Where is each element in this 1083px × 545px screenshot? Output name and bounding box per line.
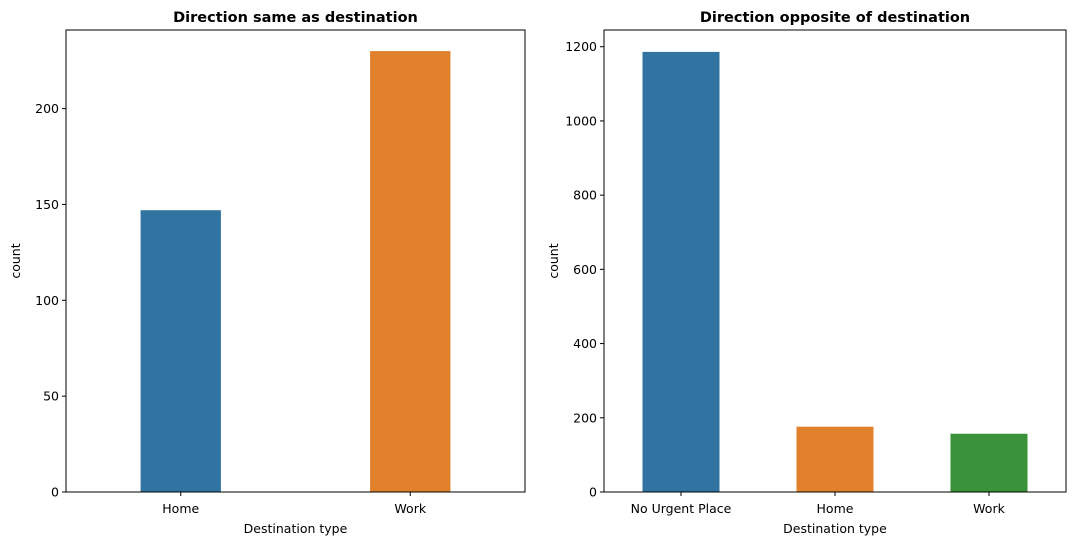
y-ticks: 0 200 400 600 800 1000 1200 xyxy=(565,39,604,500)
y-axis-label: count xyxy=(8,243,23,278)
bar-work xyxy=(950,433,1028,492)
plot-frame xyxy=(65,29,526,493)
y-tick-label: 600 xyxy=(573,262,597,277)
x-tick-label: Work xyxy=(394,501,426,516)
x-axis-label: Destination type xyxy=(244,521,348,536)
bar-home xyxy=(796,426,874,492)
y-tick-label: 1000 xyxy=(565,113,597,128)
y-tick-label: 0 xyxy=(589,485,597,500)
chart-title: Direction same as destination xyxy=(173,10,418,26)
bar-work xyxy=(370,51,451,493)
chart-title: Direction opposite of destination xyxy=(700,10,970,26)
x-axis-label: Destination type xyxy=(783,521,887,536)
y-axis-label: count xyxy=(546,243,561,278)
x-ticks: Home Work xyxy=(162,492,427,516)
x-tick-label: Home xyxy=(162,501,199,516)
y-tick-label: 150 xyxy=(35,197,59,212)
x-tick-label: Work xyxy=(973,501,1005,516)
x-tick-label: Home xyxy=(817,501,854,516)
y-tick-label: 400 xyxy=(573,336,597,351)
bars xyxy=(140,51,451,493)
y-tick-label: 0 xyxy=(51,485,59,500)
bar-no-urgent-place xyxy=(642,51,720,492)
y-tick-label: 100 xyxy=(35,293,59,308)
bar-home xyxy=(140,210,221,493)
chart-direction-same: Direction same as destination Destinatio… xyxy=(8,10,526,536)
bars xyxy=(642,51,1028,492)
y-tick-label: 800 xyxy=(573,188,597,203)
chart-direction-opposite: Direction opposite of destination Destin… xyxy=(546,10,1067,536)
y-tick-label: 50 xyxy=(43,389,59,404)
y-ticks: 0 50 100 150 200 xyxy=(35,101,66,500)
y-tick-label: 1200 xyxy=(565,39,597,54)
y-tick-label: 200 xyxy=(573,410,597,425)
x-ticks: No Urgent Place Home Work xyxy=(631,492,1006,516)
plot-frame xyxy=(603,29,1067,493)
x-tick-label: No Urgent Place xyxy=(631,501,732,516)
y-tick-label: 200 xyxy=(35,101,59,116)
